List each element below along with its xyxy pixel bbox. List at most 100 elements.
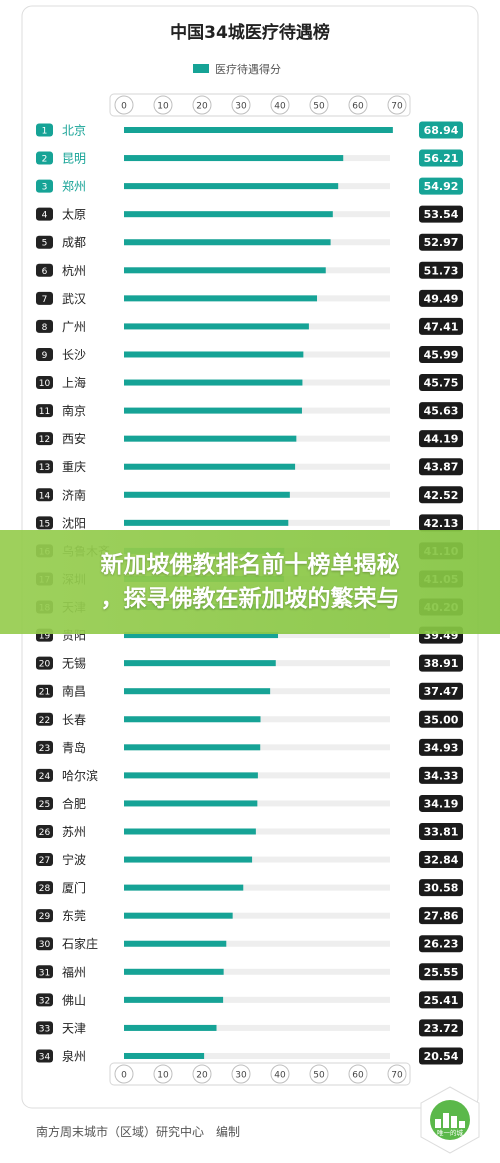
value-label: 54.92 bbox=[424, 180, 459, 193]
legend-label: 医疗待遇得分 bbox=[215, 62, 281, 76]
value-box bbox=[419, 738, 463, 756]
rank-badge bbox=[36, 853, 53, 867]
bar-track bbox=[124, 996, 390, 1003]
top-axis-tick-circle bbox=[348, 95, 368, 115]
value-label: 45.99 bbox=[424, 348, 459, 361]
value-box bbox=[419, 682, 463, 700]
value-box bbox=[419, 121, 463, 139]
rank-number: 28 bbox=[39, 884, 51, 894]
city-label: 长春 bbox=[62, 713, 86, 727]
chart-title: 中国34城医疗待遇榜 bbox=[170, 22, 330, 43]
city-label: 青岛 bbox=[62, 740, 86, 755]
city-label: 杭州 bbox=[62, 263, 86, 278]
bar bbox=[124, 491, 290, 498]
rank-number: 9 bbox=[42, 351, 48, 361]
bar-track bbox=[124, 940, 390, 947]
bar-track bbox=[124, 856, 390, 863]
rank-badge bbox=[36, 432, 53, 446]
rank-number: 26 bbox=[39, 828, 51, 838]
bar-track bbox=[124, 912, 390, 919]
city-label: 天津 bbox=[62, 1021, 86, 1035]
value-box bbox=[419, 1047, 463, 1065]
bottom-axis-tick-label: 20 bbox=[196, 1071, 208, 1081]
bar bbox=[124, 155, 344, 162]
rank-badge bbox=[36, 684, 53, 698]
city-label: 长沙 bbox=[62, 348, 86, 362]
city-label: 宁波 bbox=[62, 852, 86, 867]
bottom-axis-tick-label: 40 bbox=[274, 1071, 286, 1081]
value-label: 53.54 bbox=[424, 208, 459, 221]
bottom-axis: 0 10 20 30 40 50 60 70 bbox=[109, 1062, 411, 1086]
value-box bbox=[419, 458, 463, 476]
rank-badge bbox=[36, 151, 53, 165]
bottom-axis-tick-circle bbox=[114, 1064, 134, 1084]
bar bbox=[124, 856, 253, 863]
bottom-axis-tick-label: 0 bbox=[121, 1071, 127, 1081]
value-box bbox=[419, 261, 463, 279]
top-axis-tick-label: 30 bbox=[235, 102, 247, 112]
value-label: 49.49 bbox=[424, 292, 459, 305]
rank-number: 6 bbox=[42, 267, 48, 277]
chart-rows: 1 北京 68.94 2 昆明 56.21 3 郑州 54.92 4 太原 53.54 5 成都 52.97… bbox=[36, 121, 463, 1065]
bar bbox=[124, 1024, 217, 1031]
top-axis-tick-circle bbox=[309, 95, 329, 115]
city-label: 南京 bbox=[62, 403, 86, 418]
rank-badge bbox=[36, 993, 53, 1007]
value-box bbox=[419, 794, 463, 812]
bar bbox=[124, 912, 233, 919]
city-label: 无锡 bbox=[62, 656, 86, 671]
value-label: 23.72 bbox=[424, 1022, 459, 1035]
value-box bbox=[419, 289, 463, 307]
bar-track bbox=[124, 968, 390, 975]
value-label: 45.63 bbox=[424, 405, 459, 418]
value-box bbox=[419, 177, 463, 195]
city-label: 厦门 bbox=[62, 880, 86, 895]
overlay-line-1: 新加坡佛教排名前十榜单揭秘 bbox=[100, 552, 400, 578]
rank-badge bbox=[36, 235, 53, 249]
value-box bbox=[419, 766, 463, 784]
value-label: 35.00 bbox=[424, 713, 459, 726]
rank-number: 14 bbox=[39, 491, 51, 501]
bar bbox=[124, 828, 256, 835]
rank-badge bbox=[36, 488, 53, 502]
bar bbox=[124, 884, 244, 891]
value-box bbox=[419, 963, 463, 981]
city-label: 昆明 bbox=[62, 152, 86, 166]
rank-number: 31 bbox=[39, 968, 50, 978]
value-box bbox=[419, 935, 463, 953]
value-label: 44.19 bbox=[424, 433, 459, 446]
value-label: 47.41 bbox=[424, 320, 459, 333]
value-label: 45.75 bbox=[424, 377, 459, 390]
rank-badge bbox=[36, 740, 53, 754]
bar bbox=[124, 239, 331, 246]
rank-number: 21 bbox=[39, 688, 50, 698]
city-label: 东莞 bbox=[62, 909, 86, 923]
rank-number: 29 bbox=[39, 912, 51, 922]
bar bbox=[124, 183, 339, 190]
city-label: 南昌 bbox=[62, 684, 86, 699]
bar bbox=[124, 267, 326, 274]
rank-number: 20 bbox=[39, 660, 51, 670]
bar bbox=[124, 968, 224, 975]
top-axis-tick-label: 40 bbox=[274, 102, 286, 112]
legend-swatch bbox=[193, 64, 209, 73]
value-label: 30.58 bbox=[424, 882, 459, 895]
rank-badge bbox=[36, 909, 53, 923]
value-label: 20.54 bbox=[424, 1050, 459, 1063]
rank-number: 34 bbox=[39, 1052, 51, 1062]
rank-number: 33 bbox=[39, 1024, 50, 1034]
rank-badge bbox=[36, 404, 53, 418]
value-label: 33.81 bbox=[424, 826, 459, 839]
bar-track bbox=[124, 884, 390, 891]
value-label: 52.97 bbox=[424, 236, 459, 249]
city-label: 济南 bbox=[62, 487, 86, 502]
top-axis-tick-circle bbox=[270, 95, 290, 115]
rank-number: 7 bbox=[42, 295, 48, 305]
value-box bbox=[419, 710, 463, 728]
value-box bbox=[419, 317, 463, 335]
value-label: 37.47 bbox=[424, 685, 459, 698]
rank-badge bbox=[36, 516, 53, 530]
value-box bbox=[419, 205, 463, 223]
city-label: 广州 bbox=[62, 320, 86, 334]
